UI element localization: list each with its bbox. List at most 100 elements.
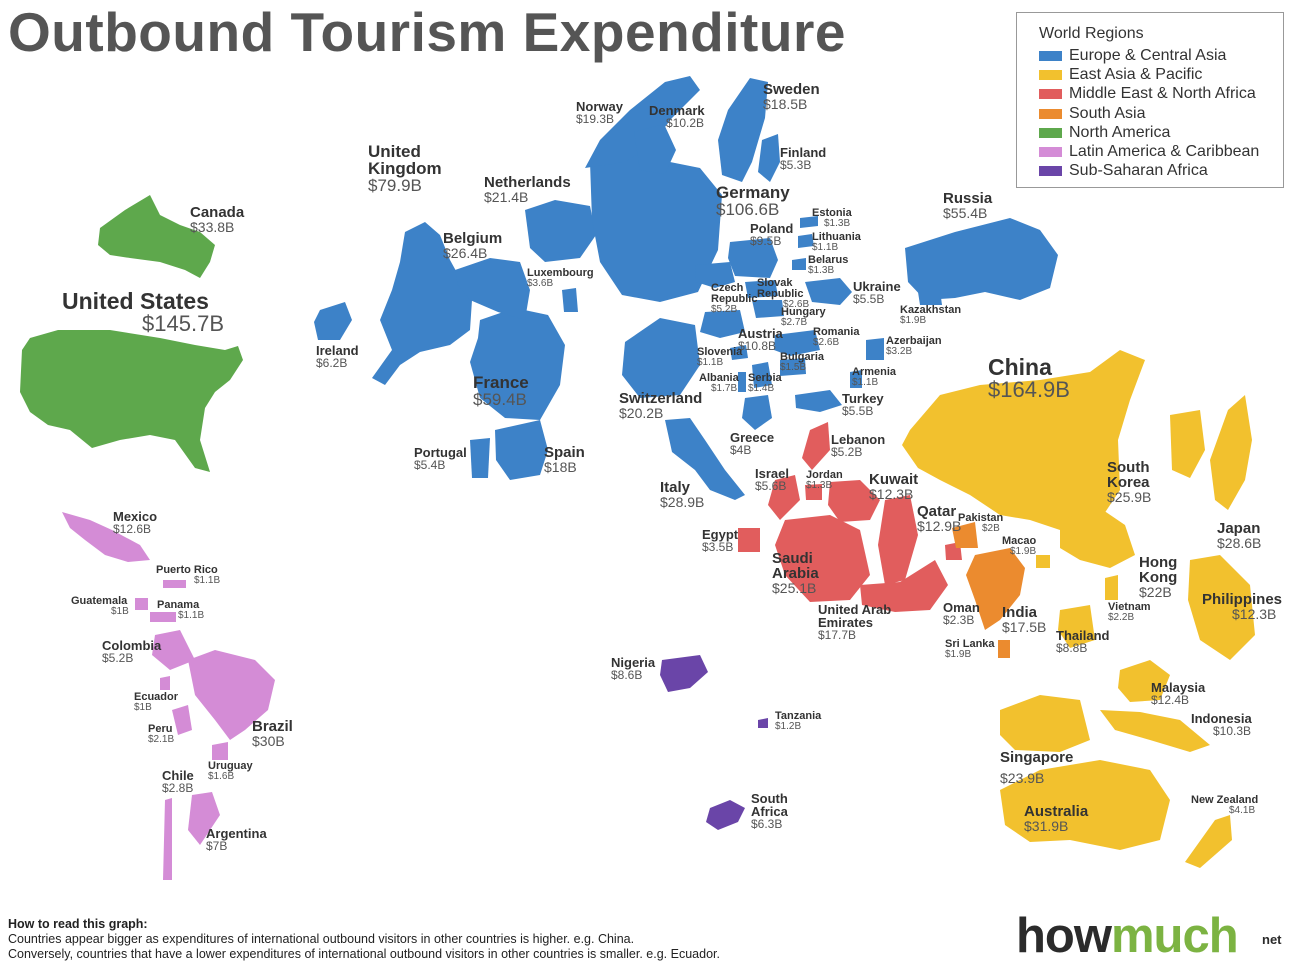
legend-swatch (1039, 127, 1062, 138)
label-netherlands: Netherlands $21.4B (484, 174, 571, 205)
shape-puerto-rico (163, 580, 186, 588)
shape-france (470, 308, 565, 420)
logo-suffix: net (1262, 932, 1282, 947)
label-vietnam: Vietnam $2.2B (1108, 601, 1151, 623)
shape-lebanon (802, 422, 830, 470)
label-portugal: Portugal $5.4B (414, 445, 467, 472)
legend-label: Latin America & Caribbean (1069, 143, 1260, 161)
shape-italy (665, 418, 745, 500)
shape-turkey (795, 390, 842, 412)
shape-hong-kong (1060, 508, 1135, 568)
shape-south-africa (706, 800, 745, 830)
shape-argentina (188, 792, 220, 845)
label-turkey: Turkey $5.5B (842, 391, 884, 418)
legend-swatch (1039, 166, 1062, 177)
label-ireland: Ireland $6.2B (316, 343, 359, 370)
shape-sri-lanka (998, 640, 1010, 658)
label-kuwait: Kuwait $12.3B (869, 471, 919, 502)
legend-swatch (1039, 89, 1062, 100)
shape-qatar (878, 495, 918, 585)
shape-brazil (188, 650, 275, 740)
label-luxembourg: Luxembourg $3.6B (527, 267, 594, 289)
shape-japan (1210, 395, 1252, 510)
legend-item: South Asia (1039, 104, 1273, 123)
label-colombia: Colombia $5.2B (102, 638, 162, 665)
shape-canada (98, 195, 215, 278)
legend-item: Sub-Saharan Africa (1039, 162, 1273, 181)
label-serbia: Serbia $1.4B (748, 372, 782, 394)
label-finland: Finland $5.3B (780, 145, 827, 172)
label-switzerland: Switzerland $20.2B (619, 390, 703, 421)
shape-indonesia (1100, 710, 1210, 752)
label-italy: Italy $28.9B (660, 479, 705, 510)
label-japan: Japan $28.6B (1217, 520, 1262, 551)
label-qatar: Qatar $12.9B (917, 503, 962, 534)
page-title: Outbound Tourism Expenditure (8, 1, 846, 63)
shape-sweden (718, 78, 768, 182)
shape-denmark (634, 124, 676, 174)
label-china: China $164.9B (988, 354, 1070, 402)
how-to-read-note: How to read this graph: Countries appear… (8, 917, 720, 962)
shape-india (966, 548, 1025, 630)
label-uruguay: Uruguay $1.6B (208, 760, 253, 782)
note-line-2: Conversely, countries that have a lower … (8, 947, 720, 961)
label-saudi-arabia: Saudi Arabia $25.1B (772, 550, 819, 596)
label-indonesia: Indonesia $10.3B (1191, 711, 1252, 738)
label-jordan: Jordan $1.3B (806, 469, 843, 491)
shape-south-korea (1170, 410, 1205, 478)
label-oman: Oman $2.3B (943, 600, 980, 627)
shape-austria (700, 310, 745, 338)
label-germany: Germany $106.6B (716, 183, 790, 219)
shape-slovak (745, 280, 778, 298)
shape-serbia (752, 362, 772, 388)
label-bulgaria: Bulgaria $1.5B (780, 351, 825, 373)
legend-label: East Asia & Pacific (1069, 65, 1203, 83)
label-hong-kong: Hong Kong $22B (1139, 554, 1178, 600)
label-norway: Norway $19.3B (576, 99, 623, 126)
shape-panama (150, 612, 176, 622)
label-russia: Russia $55.4B (943, 190, 993, 221)
shape-philippines (1188, 555, 1255, 660)
shape-spain (495, 420, 548, 480)
label-poland: Poland $9.5B (750, 221, 794, 248)
label-czech-republic: Czech Republic $5.2B (711, 282, 758, 315)
shape-poland (728, 238, 778, 278)
label-pakistan: Pakistan $2B (958, 512, 1004, 534)
shape-netherlands (525, 200, 596, 262)
label-south-korea: South Korea $25.9B (1107, 459, 1152, 505)
label-estonia: Estonia $1.3B (812, 207, 852, 229)
shape-saudi-arabia (775, 515, 870, 602)
label-sweden: Sweden $18.5B (763, 81, 820, 112)
howmuch-logo: howmuch (1016, 909, 1239, 963)
note-heading: How to read this graph: (8, 917, 148, 931)
legend-swatch (1039, 50, 1062, 61)
label-uae: United Arab Emirates $17.7B (818, 602, 892, 642)
shape-ukraine (805, 278, 852, 305)
label-singapore: Singapore $23.9B (1000, 749, 1074, 786)
label-slovak-republic: Slovak Republic $2.6B (757, 277, 810, 310)
label-macao: Macao $1.9B (1002, 535, 1037, 557)
shape-ireland (314, 302, 352, 340)
label-malaysia: Malaysia $12.4B (1151, 680, 1206, 707)
shape-malaysia (1118, 660, 1170, 702)
shape-romania (774, 330, 820, 356)
shape-jordan (805, 484, 822, 500)
legend-swatch (1039, 69, 1062, 80)
label-romania: Romania $2.6B (813, 326, 860, 348)
shape-belarus (792, 258, 806, 270)
shape-ecuador (160, 676, 170, 690)
label-egypt: Egypt $3.5B (702, 527, 739, 554)
label-peru: Peru $2.1B (148, 723, 175, 745)
shape-mexico (62, 512, 150, 562)
label-hungary: Hungary $2.7B (781, 306, 826, 328)
label-belgium: Belgium $26.4B (443, 230, 503, 261)
shape-egypt (738, 528, 760, 552)
shape-united-states (20, 330, 243, 472)
shape-lithuania (798, 234, 814, 248)
shape-israel (768, 475, 800, 520)
label-philippines: Philippines $12.3B (1202, 591, 1283, 622)
label-ecuador: Ecuador $1B (134, 691, 179, 713)
legend-label: Europe & Central Asia (1069, 46, 1227, 64)
shape-nigeria (660, 655, 708, 692)
